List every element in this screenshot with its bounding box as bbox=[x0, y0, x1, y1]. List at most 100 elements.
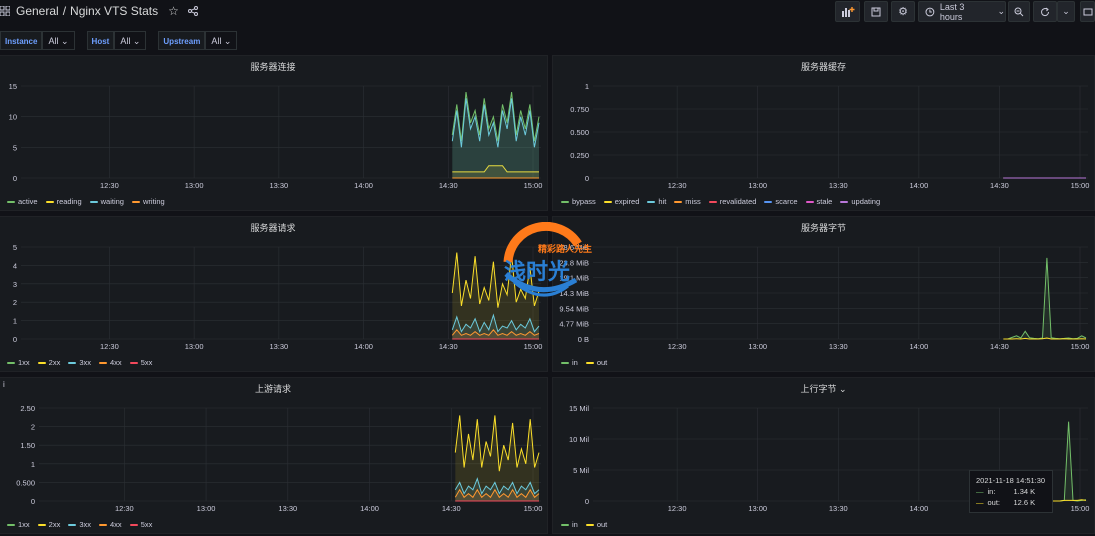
legend-item-out[interactable]: out bbox=[585, 358, 607, 367]
y-tick-label: 4 bbox=[13, 261, 17, 270]
panel-title[interactable]: 上行字节 ⌄ bbox=[800, 384, 847, 394]
legend-item-4xx[interactable]: 4xx bbox=[99, 520, 122, 529]
legend-label: waiting bbox=[100, 197, 124, 206]
x-tick-label: 13:30 bbox=[829, 181, 848, 190]
legend-item-in[interactable]: in bbox=[561, 520, 578, 529]
legend-swatch bbox=[840, 200, 849, 203]
x-tick-label: 12:30 bbox=[668, 181, 687, 190]
legend-item-5xx[interactable]: 5xx bbox=[129, 520, 152, 529]
top-bar: General / Nginx VTS Stats ☆ ⚙ Last 3 hou… bbox=[0, 0, 1095, 26]
panel-title[interactable]: 服务器字节 bbox=[800, 223, 846, 233]
variable-select-upstream[interactable]: All ⌄ bbox=[205, 31, 238, 50]
y-tick-label: 28.6 MiB bbox=[559, 243, 589, 252]
add-panel-button[interactable] bbox=[835, 1, 860, 22]
variable-select-host[interactable]: All ⌄ bbox=[114, 31, 147, 50]
legend-item-updating[interactable]: updating bbox=[840, 197, 880, 206]
legend-swatch bbox=[7, 200, 15, 203]
legend-label: 3xx bbox=[79, 358, 92, 367]
save-icon bbox=[871, 7, 881, 16]
legend-item-2xx[interactable]: 2xx bbox=[37, 520, 60, 529]
share-icon[interactable] bbox=[187, 6, 198, 16]
legend-item-in[interactable]: in bbox=[561, 358, 578, 367]
panel-title[interactable]: 服务器连接 bbox=[250, 62, 296, 72]
panel-title[interactable]: 服务器缓存 bbox=[800, 62, 846, 72]
x-tick-label: 13:30 bbox=[829, 342, 848, 351]
x-tick-label: 14:30 bbox=[439, 342, 458, 351]
legend-swatch bbox=[131, 200, 140, 203]
legend-item-4xx[interactable]: 4xx bbox=[99, 358, 122, 367]
legend-item-3xx[interactable]: 3xx bbox=[68, 520, 91, 529]
legend-swatch: — bbox=[976, 487, 984, 496]
refresh-button[interactable] bbox=[1033, 1, 1057, 22]
legend-item-active[interactable]: active bbox=[7, 197, 38, 206]
zoom-out-icon bbox=[1014, 7, 1024, 16]
legend-item-revalidated[interactable]: revalidated bbox=[708, 197, 756, 206]
y-tick-label: 3 bbox=[13, 280, 17, 289]
panel-server-connections[interactable]: 服务器连接 15 10 5 0 12:30 13:00 13:30 14:00 14:30 15:… bbox=[0, 55, 548, 211]
zoom-out-button[interactable] bbox=[1008, 1, 1030, 22]
legend-item-expired[interactable]: expired bbox=[603, 197, 639, 206]
legend-item-reading[interactable]: reading bbox=[45, 197, 82, 206]
panel-upstream-requests[interactable]: 上游请求 i 2.50 2 1.50 1 0.500 0 12:30 13:00 13:30 14… bbox=[0, 377, 548, 534]
legend-item-3xx[interactable]: 3xx bbox=[68, 358, 91, 367]
folder-link[interactable]: General bbox=[16, 4, 59, 18]
panel-title[interactable]: 上游请求 bbox=[254, 384, 291, 394]
legend-item-waiting[interactable]: waiting bbox=[89, 197, 124, 206]
legend-item-1xx[interactable]: 1xx bbox=[7, 520, 30, 529]
chart-server-connections: 15 10 5 0 12:30 13:00 13:30 14:00 14:30 15:00 bbox=[9, 82, 543, 190]
legend-item-miss[interactable]: miss bbox=[674, 197, 701, 206]
variable-label-upstream: Upstream bbox=[158, 31, 206, 50]
legend-swatch bbox=[68, 523, 77, 526]
legend-swatch bbox=[89, 200, 98, 203]
legend-item-scarce[interactable]: scarce bbox=[764, 197, 798, 206]
legend: in out bbox=[561, 520, 607, 529]
legend-item-5xx[interactable]: 5xx bbox=[129, 358, 152, 367]
y-tick-label: 23.8 MiB bbox=[559, 258, 589, 267]
y-tick-label: 0 bbox=[31, 497, 35, 506]
variable-select-instance[interactable]: All ⌄ bbox=[42, 31, 75, 50]
settings-icon: ⚙ bbox=[898, 6, 908, 18]
star-icon[interactable]: ☆ bbox=[168, 4, 179, 18]
clock-icon bbox=[925, 7, 935, 16]
legend-item-2xx[interactable]: 2xx bbox=[37, 358, 61, 367]
watermark-text-small: 精彩路人先生 bbox=[538, 244, 593, 254]
panel-upstream-bytes[interactable]: 上行字节 ⌄ 15 Mil 10 Mil 5 Mil 0 12:30 13:00 13:30… bbox=[552, 377, 1095, 534]
legend-label: 3xx bbox=[79, 520, 92, 529]
save-button[interactable] bbox=[864, 1, 888, 22]
dashboard-title[interactable]: Nginx VTS Stats bbox=[70, 4, 159, 18]
info-icon[interactable]: i bbox=[3, 380, 5, 389]
legend-label: 2xx bbox=[48, 358, 61, 367]
y-tick-label: 0 B bbox=[578, 335, 589, 344]
x-tick-label: 15:00 bbox=[1071, 342, 1090, 351]
series-line-2xx bbox=[454, 415, 540, 472]
y-tick-label: 15 bbox=[9, 82, 17, 91]
legend-item-out[interactable]: out bbox=[585, 520, 607, 529]
series-area-2xx bbox=[452, 252, 539, 339]
settings-button[interactable]: ⚙ bbox=[891, 1, 915, 22]
x-tick-label: 14:00 bbox=[354, 342, 373, 351]
legend-item-stale[interactable]: stale bbox=[805, 197, 832, 206]
tv-mode-button[interactable] bbox=[1080, 1, 1095, 22]
legend-item-hit[interactable]: hit bbox=[647, 197, 666, 206]
x-tick-label: 14:00 bbox=[354, 181, 373, 190]
legend-item-writing[interactable]: writing bbox=[131, 197, 165, 206]
legend-item-1xx[interactable]: 1xx bbox=[7, 358, 30, 367]
add-panel-icon bbox=[841, 7, 854, 17]
x-tick-label: 12:30 bbox=[668, 342, 687, 351]
refresh-interval-dropdown[interactable]: ⌄ bbox=[1057, 1, 1075, 22]
y-tick-label: 0 bbox=[13, 174, 17, 183]
panel-server-bytes[interactable]: 服务器字节 28.6 MiB 23.8 MiB 19.1 MiB 14.3 MiB 9.… bbox=[552, 216, 1095, 372]
apps-icon[interactable] bbox=[0, 6, 10, 16]
variables-bar: Instance All ⌄ Host All ⌄ Upstream All ⌄ bbox=[0, 31, 245, 50]
legend-item-bypass[interactable]: bypass bbox=[561, 197, 596, 206]
y-tick-label: 5 bbox=[13, 143, 17, 152]
time-picker[interactable]: Last 3 hours ⌄ bbox=[918, 1, 1006, 22]
tooltip-row-out: — out: 12.6 K bbox=[976, 497, 1046, 508]
y-tick-label: 4.77 MiB bbox=[559, 320, 589, 329]
panel-title[interactable]: 服务器请求 bbox=[250, 223, 296, 233]
x-tick-label: 12:30 bbox=[100, 342, 119, 351]
panel-server-cache[interactable]: 服务器缓存 1 0.750 0.500 0.250 0 12:30 13:00 13:30 14… bbox=[552, 55, 1095, 211]
chart-server-requests: 5 4 3 2 1 0 12:30 13:00 13:30 14:00 14:30 15:00 bbox=[13, 243, 543, 351]
panel-server-requests[interactable]: 服务器请求 5 4 3 2 1 0 12:30 13:00 13:30 14:00 14:30 15:… bbox=[0, 216, 548, 372]
